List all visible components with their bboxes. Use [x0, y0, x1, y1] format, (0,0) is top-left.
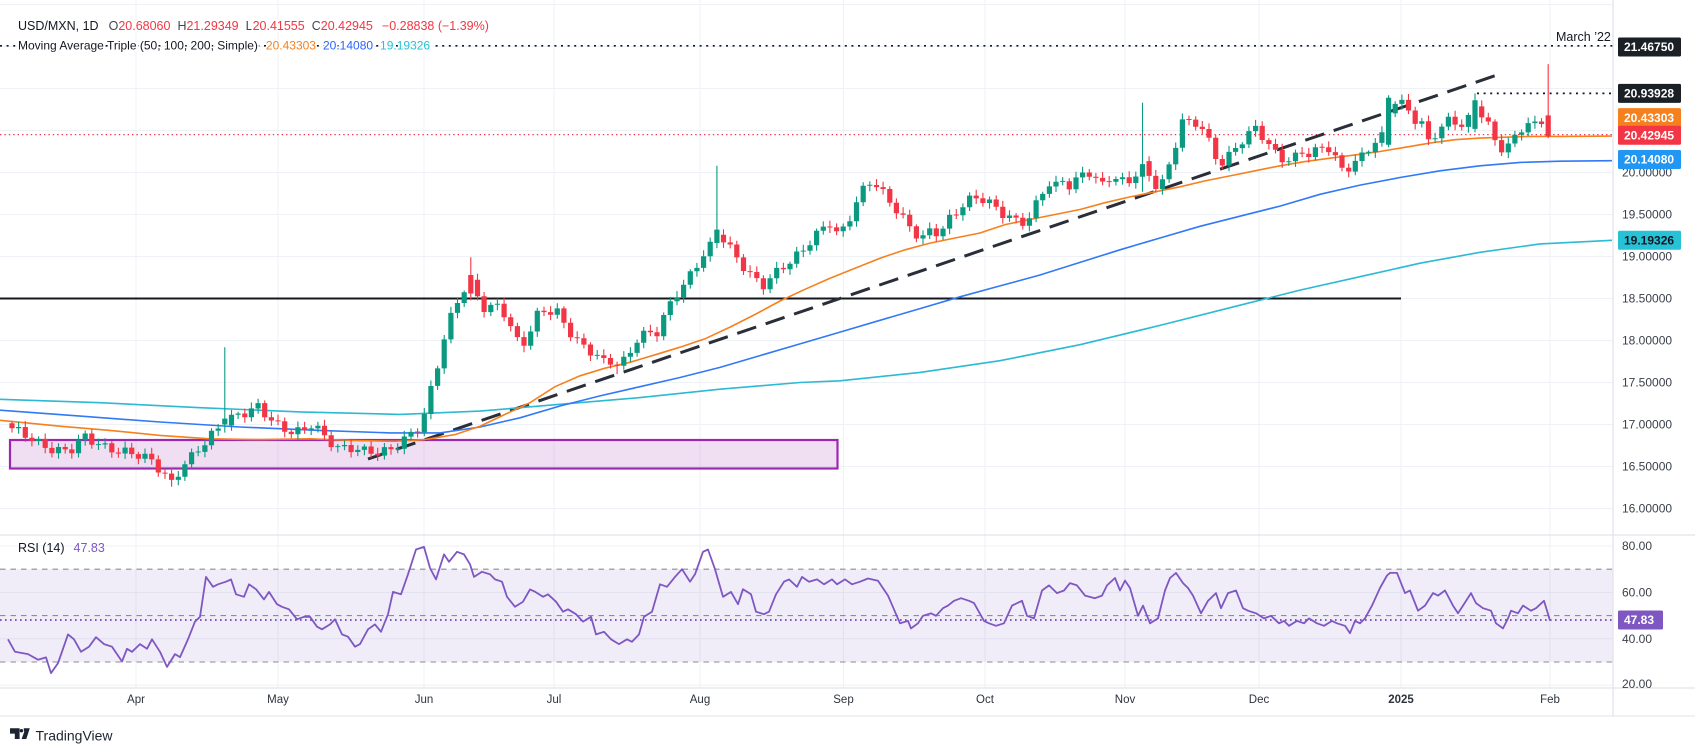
svg-text:May: May	[267, 694, 289, 706]
svg-text:TradingView: TradingView	[36, 728, 114, 744]
svg-text:20.43303: 20.43303	[1624, 111, 1674, 125]
svg-text:Sep: Sep	[833, 694, 853, 706]
svg-text:March ’22: March ’22	[1556, 30, 1611, 44]
svg-text:17.00000: 17.00000	[1622, 418, 1672, 432]
svg-text:RSI (14)47.83: RSI (14) 47.83	[18, 541, 105, 555]
svg-text:80.00: 80.00	[1622, 539, 1652, 553]
svg-text:2025: 2025	[1388, 694, 1414, 706]
svg-text:Dec: Dec	[1249, 694, 1270, 706]
svg-text:20.93928: 20.93928	[1624, 87, 1674, 101]
svg-text:47.83: 47.83	[1624, 613, 1654, 627]
svg-text:Oct: Oct	[976, 694, 995, 706]
svg-text:40.00: 40.00	[1622, 632, 1652, 646]
svg-text:Feb: Feb	[1540, 694, 1560, 706]
svg-text:19.19326: 19.19326	[1624, 233, 1674, 247]
svg-text:16.00000: 16.00000	[1622, 502, 1672, 516]
svg-text:20.14080: 20.14080	[1624, 153, 1674, 167]
svg-text:Nov: Nov	[1115, 694, 1136, 706]
svg-text:Apr: Apr	[127, 694, 145, 706]
svg-text:21.46750: 21.46750	[1624, 40, 1674, 54]
svg-text:18.00000: 18.00000	[1622, 334, 1672, 348]
svg-text:17.50000: 17.50000	[1622, 376, 1672, 390]
svg-text:20.42945: 20.42945	[1624, 129, 1674, 143]
svg-text:19.00000: 19.00000	[1622, 250, 1672, 264]
svg-text:60.00: 60.00	[1622, 585, 1652, 599]
svg-text:Jun: Jun	[415, 694, 434, 706]
svg-text:20.00: 20.00	[1622, 677, 1652, 691]
svg-text:18.50000: 18.50000	[1622, 292, 1672, 306]
svg-text:16.50000: 16.50000	[1622, 460, 1672, 474]
svg-text:Jul: Jul	[547, 694, 562, 706]
svg-text:Moving Average Triple (50, 100: Moving Average Triple (50, 100, 200, Sim…	[18, 39, 430, 53]
svg-text:Aug: Aug	[690, 694, 710, 706]
svg-text:19.50000: 19.50000	[1622, 208, 1672, 222]
